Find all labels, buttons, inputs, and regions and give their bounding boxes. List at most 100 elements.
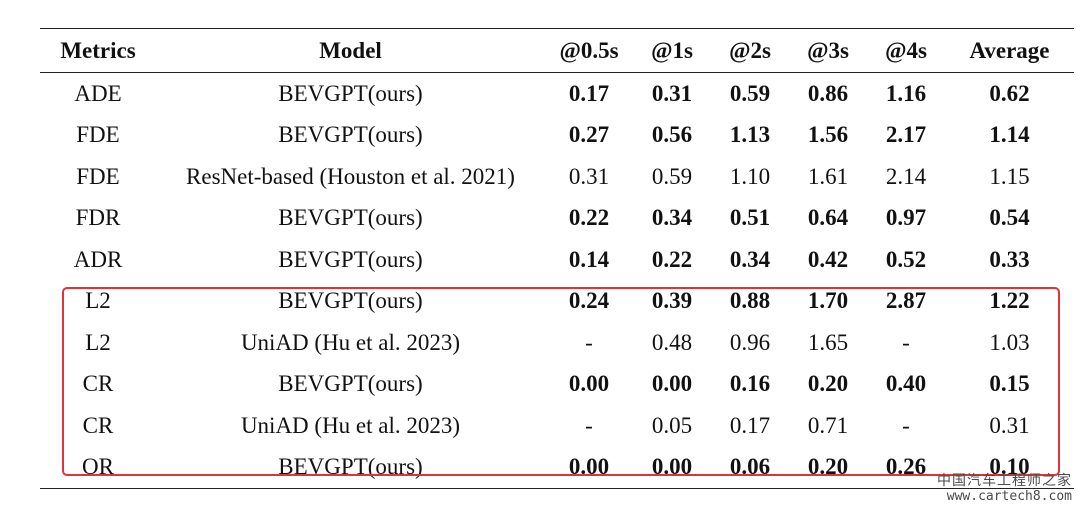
cell-model: BEVGPT(ours) [278,454,423,480]
cell-value: 0.06 [729,454,771,480]
header-metrics: Metrics [60,37,136,63]
cell-value: 0.17 [568,80,610,106]
cell-metric: L2 [85,329,111,355]
cell-value: 1.61 [807,163,849,189]
cell-model: BEVGPT(ours) [278,80,423,106]
table-row: ADE BEVGPT(ours) 0.17 0.31 0.59 0.86 1.16 0.62 [40,73,1074,115]
cell-model: UniAD (Hu et al. 2023) [240,329,461,355]
header-4s: @4s [885,37,927,63]
cell-average: 1.14 [989,122,1030,148]
cell-value: 0.97 [885,205,927,231]
cell-metric: OR [82,454,114,480]
cell-average: 0.31 [989,412,1030,438]
cell-model: BEVGPT(ours) [278,122,423,148]
watermark-text: 中国汽车工程师之家 [937,472,1072,489]
table-row: FDR BEVGPT(ours) 0.22 0.34 0.51 0.64 0.97 0.54 [40,198,1074,240]
cell-value: 0.51 [729,205,771,231]
cell-metric: ADE [74,80,122,106]
cell-model: BEVGPT(ours) [278,205,423,231]
cell-metric: FDR [75,205,121,231]
cell-value: - [585,412,593,438]
cell-value: 0.86 [807,80,849,106]
table-header-row: Metrics Model @0.5s @1s @2s @3s @4s Aver… [40,28,1074,73]
cell-value: 1.70 [807,288,849,314]
cell-value: 0.42 [807,246,849,272]
cell-value: 2.17 [885,122,927,148]
cell-value: 0.00 [568,454,610,480]
cell-value: 0.20 [807,454,849,480]
header-0-5s: @0.5s [559,37,619,63]
cell-value: 0.59 [651,163,693,189]
cell-value: 0.34 [651,205,693,231]
cell-metric: FDE [76,163,120,189]
cell-value: 0.39 [651,288,693,314]
watermark: 中国汽车工程师之家 www.cartech8.com [937,473,1072,505]
cell-metric: FDE [76,122,120,148]
cell-value: 0.05 [651,412,693,438]
cell-value: 0.00 [651,371,693,397]
cell-value: 0.31 [651,80,693,106]
cell-average: 0.54 [989,205,1030,231]
cell-value: 0.00 [651,454,693,480]
table-row: L2 UniAD (Hu et al. 2023) - 0.48 0.96 1.65 - 1.… [40,322,1074,364]
cell-value: 1.16 [885,80,927,106]
table-row: OR BEVGPT(ours) 0.00 0.00 0.06 0.20 0.26 0.10 [40,447,1074,489]
cell-value: 1.10 [729,163,771,189]
cell-model: ResNet-based (Houston et al. 2021) [186,163,515,189]
header-average: Average [969,37,1050,63]
cell-value: - [902,329,910,355]
watermark-url: www.cartech8.com [946,489,1072,505]
cell-value: 0.31 [568,163,610,189]
cell-value: 0.96 [729,329,771,355]
header-model: Model [319,37,382,63]
table-row: ADR BEVGPT(ours) 0.14 0.22 0.34 0.42 0.52 0.33 [40,239,1074,281]
cell-value: 0.27 [568,122,610,148]
cell-value: 2.87 [885,288,927,314]
table-row: L2 BEVGPT(ours) 0.24 0.39 0.88 1.70 2.87 1.22 [40,281,1074,323]
cell-metric: ADR [73,246,123,272]
cell-value: 0.64 [807,205,849,231]
cell-value: 0.71 [807,412,849,438]
table-row: FDE ResNet-based (Houston et al. 2021) 0.3… [40,156,1074,198]
table-row: CR UniAD (Hu et al. 2023) - 0.05 0.17 0.71 - 0.… [40,405,1074,447]
cell-metric: L2 [85,288,111,314]
cell-value: 1.56 [807,122,849,148]
cell-value: 0.48 [651,329,693,355]
cell-value: 0.26 [885,454,927,480]
cell-model: BEVGPT(ours) [278,246,423,272]
cell-value: 0.40 [885,371,927,397]
cell-value: 0.59 [729,80,771,106]
cell-value: 0.22 [651,246,693,272]
cell-value: 1.65 [807,329,849,355]
cell-metric: CR [82,371,114,397]
cell-value: 0.24 [568,288,610,314]
table-body: ADE BEVGPT(ours) 0.17 0.31 0.59 0.86 1.16 0.62 F… [40,73,1074,489]
table-row: FDE BEVGPT(ours) 0.27 0.56 1.13 1.56 2.17 1.14 [40,115,1074,157]
header-1s: @1s [651,37,693,63]
cell-value: 0.00 [568,371,610,397]
cell-value: 2.14 [885,163,927,189]
cell-average: 1.22 [989,288,1030,314]
cell-average: 1.15 [989,163,1030,189]
results-table: Metrics Model @0.5s @1s @2s @3s @4s Aver… [40,28,1074,489]
cell-value: 0.17 [729,412,771,438]
cell-model: BEVGPT(ours) [278,371,423,397]
cell-average: 0.62 [989,80,1030,106]
cell-value: 0.16 [729,371,771,397]
results-table-container: Metrics Model @0.5s @1s @2s @3s @4s Aver… [40,28,1074,489]
cell-model: BEVGPT(ours) [278,288,423,314]
cell-average: 1.03 [989,329,1030,355]
cell-value: - [585,329,593,355]
cell-value: 0.22 [568,205,610,231]
cell-average: 0.33 [989,246,1030,272]
cell-metric: CR [82,412,114,438]
cell-value: - [902,412,910,438]
cell-value: 0.88 [729,288,771,314]
header-3s: @3s [807,37,849,63]
cell-value: 1.13 [729,122,771,148]
cell-value: 0.56 [651,122,693,148]
cell-value: 0.20 [807,371,849,397]
cell-value: 0.52 [885,246,927,272]
cell-model: UniAD (Hu et al. 2023) [240,412,461,438]
table-row: CR BEVGPT(ours) 0.00 0.00 0.16 0.20 0.40 0.15 [40,364,1074,406]
